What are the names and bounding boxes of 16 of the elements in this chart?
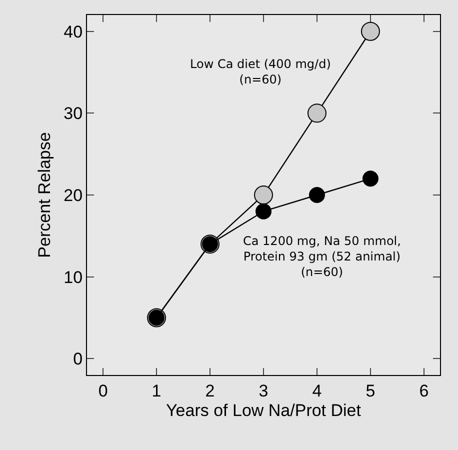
y-tick-label: 30: [64, 104, 83, 124]
series-label: Ca 1200 mg, Na 50 mmol, Protein 93 gm (52 animal) (n=60): [243, 234, 401, 280]
x-tick-label: 6: [419, 381, 429, 400]
x-tick-label: 5: [366, 381, 376, 400]
x-tick-label: 2: [205, 381, 215, 400]
y-axis-title: Percent Relapse: [35, 132, 54, 258]
y-tick-label: 0: [73, 350, 83, 369]
x-tick-label: 1: [152, 381, 162, 400]
x-tick-label: 4: [312, 381, 322, 400]
y-tick-label: 10: [64, 268, 83, 287]
x-axis-title: Years of Low Na/Prot Diet: [166, 400, 362, 420]
x-tick-label: 0: [98, 381, 108, 400]
x-tick-label: 3: [258, 381, 268, 400]
y-tick-label: 40: [64, 22, 83, 42]
series-label: Low Ca diet (400 mg/d) (n=60): [190, 57, 331, 87]
y-tick-label: 20: [64, 186, 83, 205]
